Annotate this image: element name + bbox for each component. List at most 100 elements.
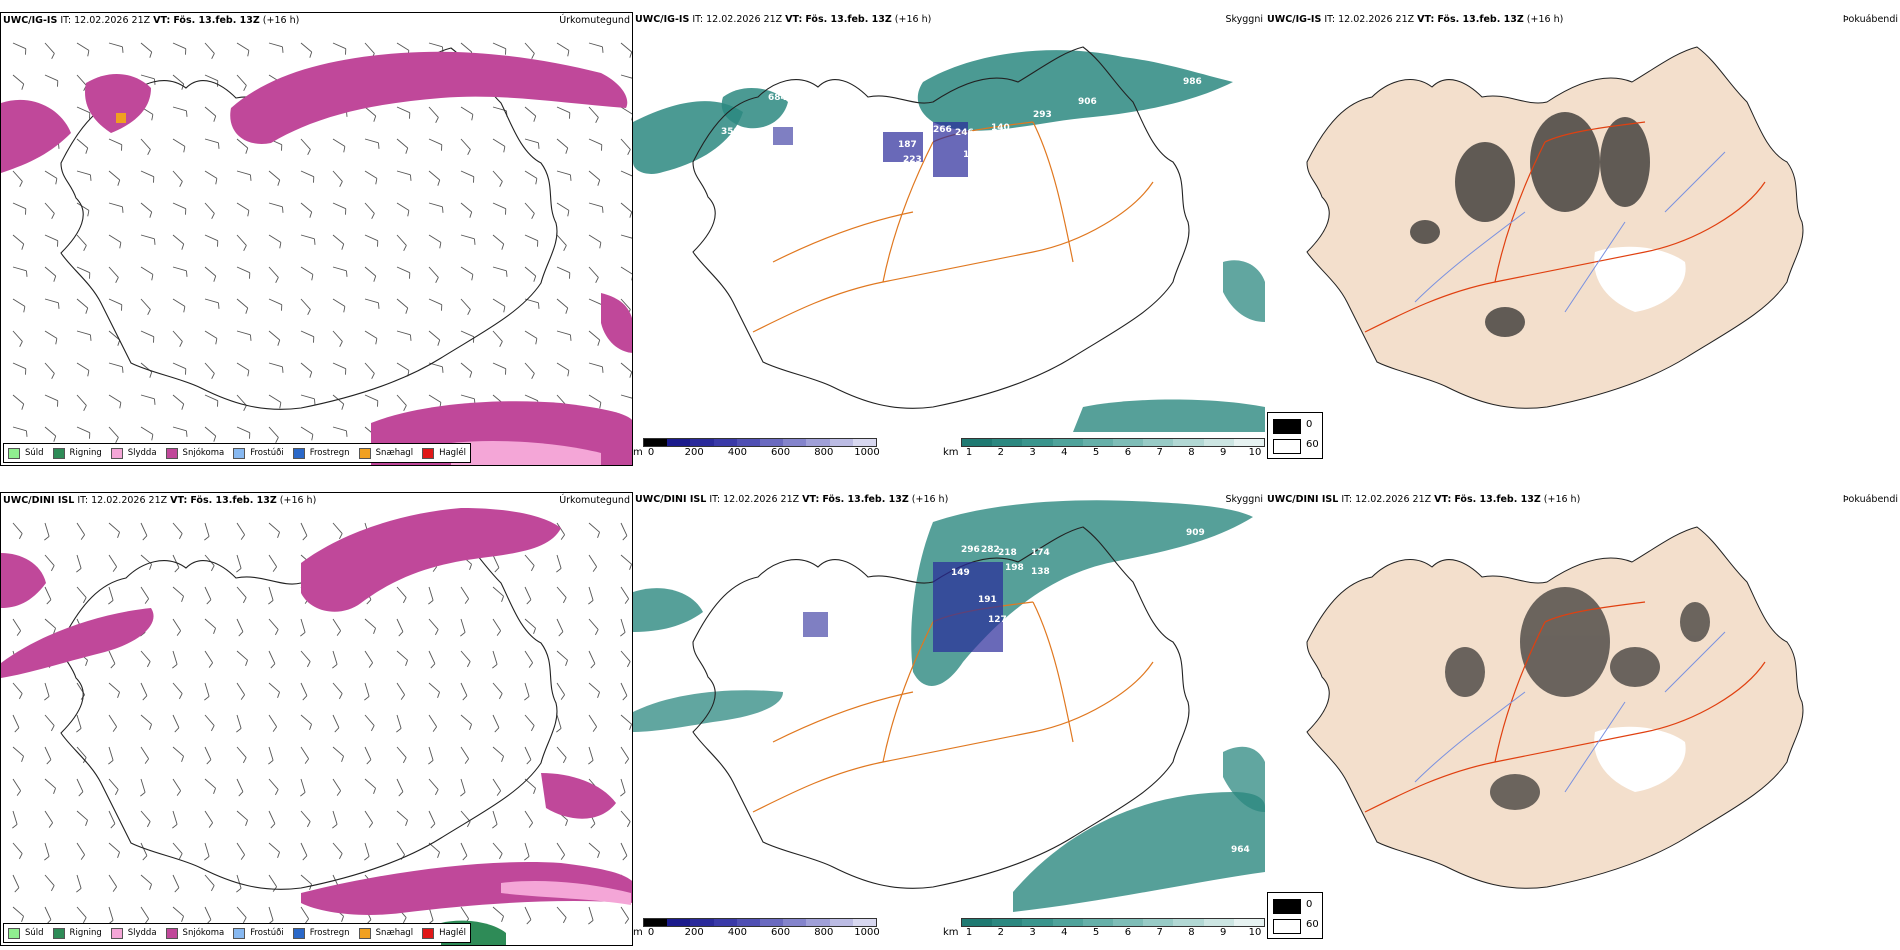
wind-barb xyxy=(108,394,122,403)
legend-swatch xyxy=(292,927,305,939)
wind-barb xyxy=(588,394,602,403)
wind-barb xyxy=(556,618,564,632)
wind-barb-flag xyxy=(624,918,629,924)
legend-item: Snjókoma xyxy=(165,927,224,939)
wind-barb xyxy=(492,842,503,854)
wind-barb xyxy=(300,170,314,178)
colorbar-segment xyxy=(806,919,830,926)
wind-barb xyxy=(108,810,116,824)
wind-barb xyxy=(396,170,411,176)
wind-barb xyxy=(396,106,410,114)
wind-barb-flag xyxy=(602,366,604,373)
wind-barb xyxy=(268,362,283,368)
wind-barb-flag xyxy=(311,274,314,281)
wind-barb xyxy=(588,202,603,208)
colorbar-tick-label: 1000 xyxy=(854,447,880,458)
wind-barb-flag xyxy=(112,726,117,732)
wind-barb xyxy=(204,170,218,179)
wind-barb xyxy=(236,554,242,569)
colorbar-segment xyxy=(667,439,691,446)
wind-barb-flag xyxy=(186,110,188,117)
wind-barb-flag xyxy=(275,277,279,283)
wind-barb-flag xyxy=(556,568,562,573)
legend-swatch xyxy=(165,927,178,939)
wind-barb xyxy=(204,138,219,144)
wind-barb xyxy=(108,202,123,208)
wind-barb xyxy=(460,810,471,822)
legend-swatch xyxy=(292,447,305,459)
fog-key: 0 60 xyxy=(1267,892,1323,939)
wind-barb-flag xyxy=(631,116,632,121)
fog-key-swatch-low xyxy=(1273,899,1301,914)
wind-barb-flag xyxy=(14,887,20,893)
cloud-height-label: 909 xyxy=(1186,528,1205,538)
wind-barb-flag xyxy=(570,334,572,341)
wind-barb-flag xyxy=(114,789,119,796)
wind-barb-flag xyxy=(186,430,188,437)
wind-barb-flag xyxy=(366,759,372,765)
wind-barb-flag xyxy=(494,727,500,733)
fog-key-label: 0 xyxy=(1306,899,1313,910)
wind-barb xyxy=(76,170,91,176)
wind-barb xyxy=(332,522,343,534)
wind-barb xyxy=(396,202,410,211)
wind-barb-flag xyxy=(496,790,501,796)
wind-barb xyxy=(140,586,150,599)
colorbar-strip xyxy=(961,918,1265,927)
wind-barb-flag xyxy=(176,790,181,796)
wind-barb-flag xyxy=(53,435,57,442)
colorbar-tick-label: 800 xyxy=(814,927,834,938)
wind-barb xyxy=(620,778,626,793)
map-header: UWC/DINI ISL IT: 12.02.2026 21Z VT: Fös.… xyxy=(3,495,317,506)
wind-barb-flag xyxy=(270,823,276,829)
colorbar-tick-label: 8 xyxy=(1188,927,1195,938)
wind-barb-flag xyxy=(535,178,538,185)
colorbar-segment xyxy=(1022,919,1053,926)
wind-barb xyxy=(556,682,566,695)
cloud-height-label: 140 xyxy=(991,123,1010,133)
wind-barb xyxy=(108,330,121,341)
wind-barb-flag xyxy=(174,567,180,573)
wind-barb-flag xyxy=(144,598,149,604)
wind-barb-flag xyxy=(85,820,88,826)
wind-barb-flag xyxy=(588,760,594,765)
colorbar-segment xyxy=(1052,919,1083,926)
wind-barb-flag xyxy=(588,920,594,925)
legend-item: Slydda xyxy=(110,927,157,939)
wind-barb-flag xyxy=(279,242,282,249)
wind-barb xyxy=(524,266,537,277)
wind-barb-flag xyxy=(538,142,540,149)
wind-barb xyxy=(588,138,602,146)
wind-barb-flag xyxy=(179,181,183,187)
wind-barb xyxy=(108,170,121,181)
wind-barb-flag xyxy=(435,277,439,283)
wind-barb-flag xyxy=(567,50,570,57)
wind-barb xyxy=(492,906,504,917)
wind-barb xyxy=(364,234,378,242)
precip-type-legend: Súld Rigning Slydda Snjókoma Frostúði Fr… xyxy=(3,923,472,943)
wind-barb xyxy=(12,906,24,917)
wind-barb-flag xyxy=(176,630,181,636)
colorbar-segment xyxy=(713,439,737,446)
wind-barb xyxy=(204,298,219,304)
wind-barb-flag xyxy=(149,724,152,730)
wind-barb-flag xyxy=(51,213,55,219)
wind-barb xyxy=(44,266,57,277)
wind-barb xyxy=(396,394,407,406)
wind-barb xyxy=(268,714,278,727)
wind-barb-flag xyxy=(243,405,247,411)
colorbar-segment xyxy=(1173,919,1204,926)
legend-item: Haglél xyxy=(422,927,466,939)
wind-barb-flag xyxy=(181,916,184,922)
colorbar-segment xyxy=(736,919,761,926)
cloud-height-label: 350 xyxy=(721,127,740,137)
cloud-height-label: 23 xyxy=(783,160,796,170)
wind-barb xyxy=(236,266,250,274)
wind-barb xyxy=(620,906,630,919)
wind-barb xyxy=(204,554,215,566)
wind-barb-flag xyxy=(590,663,596,669)
wind-barb-flag xyxy=(565,147,569,154)
cloud-height-label: 218 xyxy=(998,548,1017,558)
wind-barb xyxy=(204,202,215,214)
wind-barb-flag xyxy=(314,398,316,405)
